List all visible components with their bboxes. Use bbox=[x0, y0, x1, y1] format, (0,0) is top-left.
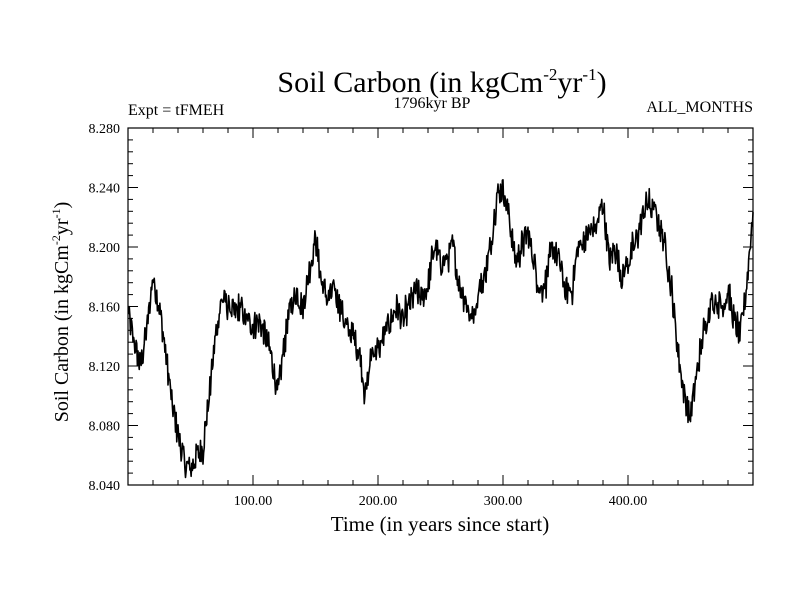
y-tick-label: 8.120 bbox=[89, 360, 121, 375]
period-label: 1796kyr BP bbox=[394, 95, 471, 112]
chart-title: Soil Carbon (in kgCm-2yr-1) bbox=[277, 65, 606, 99]
plot-frame bbox=[127, 127, 754, 486]
x-axis-label: Time (in years since start) bbox=[331, 512, 550, 536]
x-tick-label: 300.00 bbox=[484, 494, 523, 509]
experiment-label: Expt = tFMEH bbox=[128, 102, 225, 119]
y-tick-label: 8.160 bbox=[89, 301, 121, 316]
y-tick-label: 8.240 bbox=[89, 182, 121, 197]
months-label: ALL_MONTHS bbox=[646, 99, 753, 116]
y-tick-label: 8.040 bbox=[89, 479, 121, 494]
y-tick-labels: 8.040 8.080 8.120 8.160 8.200 8.240 8.28… bbox=[89, 122, 121, 494]
y-axis-label: Soil Carbon (in kgCm-2yr-1) bbox=[49, 202, 73, 423]
x-tick-labels: 100.00 200.00 300.00 400.00 bbox=[234, 494, 648, 509]
axis-ticks bbox=[128, 128, 753, 485]
y-tick-label: 8.200 bbox=[89, 241, 121, 256]
y-tick-label: 8.280 bbox=[89, 122, 121, 137]
x-tick-label: 400.00 bbox=[609, 494, 648, 509]
x-tick-label: 100.00 bbox=[234, 494, 273, 509]
x-tick-label: 200.00 bbox=[359, 494, 398, 509]
y-tick-label: 8.080 bbox=[89, 420, 121, 435]
series-line-soil-carbon bbox=[127, 179, 754, 479]
